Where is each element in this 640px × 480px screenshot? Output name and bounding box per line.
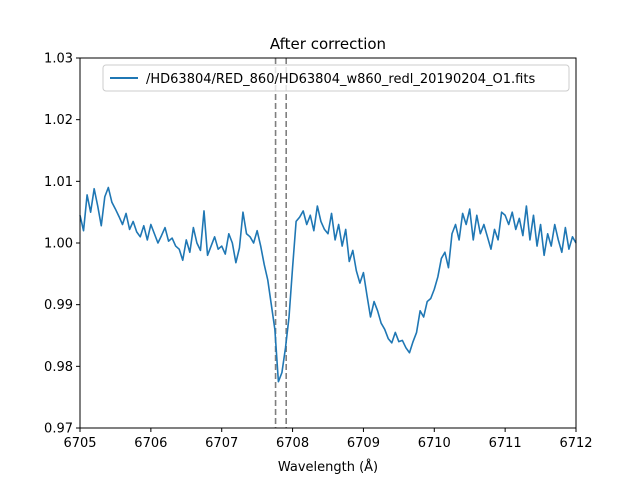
y-tick-label: 0.98 [44, 360, 73, 375]
x-tick-label: 6707 [205, 436, 238, 451]
y-tick-label: 0.97 [44, 422, 73, 437]
legend: /HD63804/RED_860/HD63804_w860_redl_20190… [102, 64, 570, 92]
series-line [79, 186, 577, 383]
y-axis: 0.97 0.98 0.99 1.00 1.01 1.02 1.03 [44, 52, 80, 437]
x-tick-label: 6711 [489, 436, 522, 451]
y-tick-label: 0.99 [44, 298, 73, 313]
x-tick-label: 6706 [134, 436, 167, 451]
y-tick-label: 1.03 [44, 52, 73, 67]
y-tick-label: 1.02 [44, 113, 73, 128]
legend-box [102, 64, 570, 92]
series-group [79, 186, 577, 383]
x-tick-label: 6709 [347, 436, 380, 451]
x-axis-label: Wavelength (Å) [278, 459, 378, 475]
y-tick-label: 1.01 [44, 175, 73, 190]
x-tick-label: 6708 [276, 436, 309, 451]
x-tick-label: 6710 [418, 436, 451, 451]
y-tick-label: 1.00 [44, 237, 73, 252]
reference-lines [274, 58, 287, 428]
legend-label: /HD63804/RED_860/HD63804_w860_redl_20190… [146, 72, 535, 87]
x-axis: 6705 6706 6707 6708 6709 6710 6711 6712 [63, 428, 593, 451]
x-tick-label: 6712 [559, 436, 592, 451]
chart-title: After correction [270, 35, 386, 53]
x-tick-label: 6705 [63, 436, 96, 451]
